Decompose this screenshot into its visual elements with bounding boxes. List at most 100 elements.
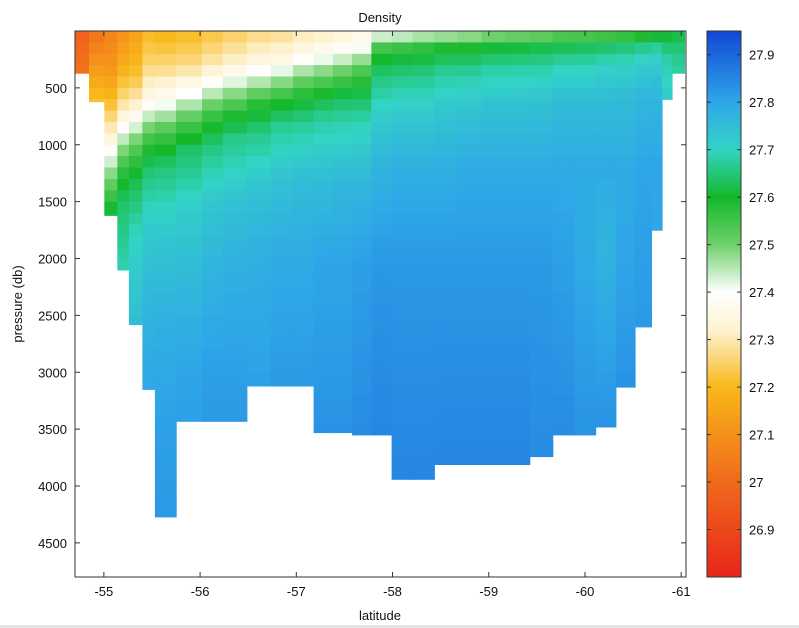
density-cell (615, 372, 636, 385)
density-cell (505, 383, 531, 396)
density-cell (391, 395, 414, 407)
density-cell (457, 383, 483, 396)
density-cell (505, 99, 531, 112)
density-cell (595, 65, 617, 78)
density-cell (481, 315, 507, 328)
density-cell (391, 417, 414, 430)
density-cell (595, 383, 617, 396)
y-tick-label: 3500 (38, 422, 67, 437)
density-cell (176, 99, 203, 112)
density-cell (371, 247, 393, 260)
density-cell (412, 315, 435, 328)
density-cell (352, 110, 372, 123)
y-tick-label: 4500 (38, 536, 67, 551)
density-cell (529, 178, 554, 191)
density-cell (505, 440, 531, 453)
density-cell (104, 190, 118, 203)
density-cell (176, 235, 203, 248)
density-cell (574, 42, 597, 55)
density-cell (117, 167, 130, 180)
station-column-30 (661, 31, 673, 100)
density-cell (529, 201, 554, 214)
density-cell (154, 167, 177, 180)
density-cell (352, 315, 372, 328)
density-cell (104, 167, 118, 180)
density-cell (651, 190, 663, 203)
density-cell (222, 156, 248, 169)
density-cell (332, 304, 353, 316)
density-cell (412, 167, 435, 180)
density-cell (154, 190, 177, 203)
density-cell (457, 258, 483, 271)
density-cell (176, 133, 203, 146)
density-cell (457, 224, 483, 237)
density-cell (154, 53, 177, 66)
density-cell (154, 133, 177, 146)
density-cell (371, 31, 393, 43)
y-tick-label: 3000 (38, 365, 67, 380)
density-cell (635, 304, 652, 316)
density-cell (595, 178, 617, 191)
density-cell (434, 383, 459, 396)
density-cell (434, 87, 459, 100)
density-cell (615, 235, 636, 248)
density-cell (635, 178, 652, 191)
density-cell (352, 406, 372, 419)
density-cell (391, 76, 414, 89)
density-cell (202, 31, 224, 43)
density-cell (635, 144, 652, 157)
density-cell (615, 224, 636, 237)
density-cell (505, 269, 531, 282)
density-cell (202, 99, 224, 112)
density-cell (434, 247, 459, 260)
density-cell (552, 372, 575, 385)
density-cell (371, 338, 393, 351)
density-cell (128, 99, 143, 112)
density-cell (128, 167, 143, 180)
density-cell (434, 326, 459, 339)
density-cell (89, 53, 105, 66)
density-cell (595, 315, 617, 328)
density-cell (635, 269, 652, 282)
density-cell (292, 281, 315, 294)
density-cell (574, 201, 597, 214)
density-cell (595, 190, 617, 203)
density-cell (481, 235, 507, 248)
density-cell (412, 383, 435, 396)
density-cell (270, 65, 294, 78)
density-cell (222, 65, 248, 78)
density-cell (371, 42, 393, 55)
density-cell (222, 372, 248, 385)
density-cell (154, 224, 177, 237)
density-cell (313, 42, 334, 55)
density-cell (434, 269, 459, 282)
density-cell (434, 110, 459, 123)
density-cell (552, 178, 575, 191)
density-cell (529, 53, 554, 66)
density-cell (202, 247, 224, 260)
density-cell (412, 224, 435, 237)
density-cell (117, 156, 130, 169)
density-cell (270, 315, 294, 328)
density-cell (154, 338, 177, 351)
density-cell (552, 269, 575, 282)
density-cell (481, 42, 507, 55)
density-cell (104, 31, 118, 43)
density-cell (391, 383, 414, 396)
station-column-20 (457, 31, 483, 465)
density-cell (595, 122, 617, 134)
density-cell (313, 315, 334, 328)
density-cell (635, 167, 652, 180)
density-cell (505, 360, 531, 373)
density-cell (352, 42, 372, 55)
density-cell (292, 360, 315, 373)
density-cell (552, 417, 575, 430)
density-cell (595, 417, 617, 428)
density-cell (352, 31, 372, 43)
density-cell (128, 156, 143, 169)
density-cell (529, 156, 554, 169)
density-cell (176, 247, 203, 260)
density-cell (391, 99, 414, 112)
density-cell (142, 235, 156, 248)
density-cell (222, 360, 248, 373)
